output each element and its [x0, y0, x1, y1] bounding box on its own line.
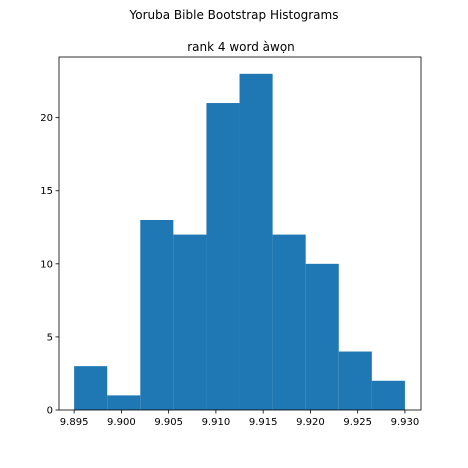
- x-tick-label: 9.915: [249, 417, 278, 428]
- histogram-bar: [239, 73, 273, 411]
- histogram-bar: [272, 234, 306, 410]
- x-tick-label: 9.905: [154, 417, 183, 428]
- plot-frame: [58, 56, 422, 411]
- y-tick-label: 20: [40, 113, 53, 124]
- y-tick-label: 5: [47, 332, 53, 343]
- y-axis: 0 5 10 15 20: [40, 113, 59, 417]
- x-tick-label: 9.900: [107, 417, 136, 428]
- histogram-bar: [74, 366, 108, 410]
- histogram-bar: [173, 234, 207, 410]
- histogram-bar: [338, 351, 372, 410]
- figure-suptitle: Yoruba Bible Bootstrap Histograms: [129, 8, 339, 22]
- x-tick-label: 9.895: [60, 417, 89, 428]
- chart-title: rank 4 word àwọn: [187, 40, 295, 54]
- x-tick-label: 9.910: [202, 417, 231, 428]
- histogram-bar: [206, 103, 240, 410]
- x-tick-label: 9.920: [296, 417, 325, 428]
- x-axis: 9.895 9.900 9.905 9.910 9.915 9.920 9.925 9.930: [60, 410, 419, 428]
- histogram-bar: [140, 219, 174, 410]
- histogram-bar: [371, 380, 405, 410]
- x-tick-label: 9.925: [343, 417, 372, 428]
- y-tick-label: 0: [47, 406, 53, 417]
- histogram-bar: [107, 395, 141, 410]
- histogram-bar: [305, 263, 339, 410]
- x-tick-label: 9.930: [391, 417, 420, 428]
- y-tick-label: 10: [40, 259, 53, 270]
- y-tick-label: 15: [40, 186, 53, 197]
- histogram-bars: [74, 73, 405, 411]
